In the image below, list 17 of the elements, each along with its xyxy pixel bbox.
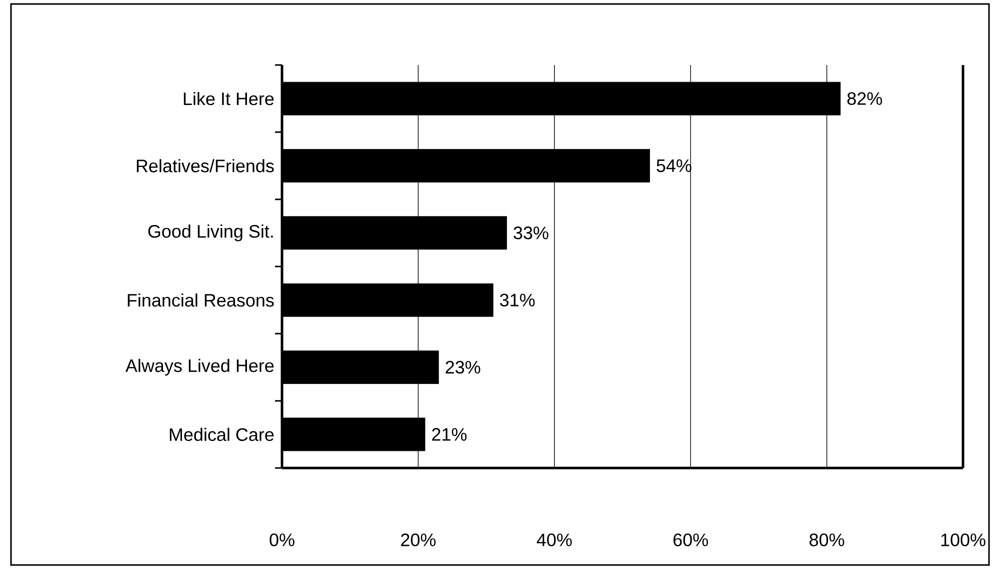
x-tick-label: 80% <box>810 534 844 546</box>
y-tick-label: Good Living Sit. <box>148 224 273 242</box>
y-tick-label: Financial Reasons <box>128 293 274 307</box>
x-tick-label: 100% <box>941 534 986 546</box>
y-tick-label: Like It Here <box>184 92 274 106</box>
data-label: 31% <box>500 294 535 306</box>
x-tick-label: 0% <box>270 534 294 546</box>
data-label: 82% <box>847 92 882 105</box>
x-tick-label: 40% <box>536 534 572 546</box>
x-tick-label: 60% <box>674 534 708 546</box>
data-label: 23% <box>446 360 480 374</box>
data-label: 21% <box>432 428 467 441</box>
y-tick-label: Medical Care <box>170 428 274 442</box>
x-tick-label: 20% <box>401 534 436 546</box>
data-label: 33% <box>514 226 548 240</box>
y-tick-label: Relatives/Friends <box>136 159 274 172</box>
y-tick-label: Always Lived Here <box>125 358 274 376</box>
